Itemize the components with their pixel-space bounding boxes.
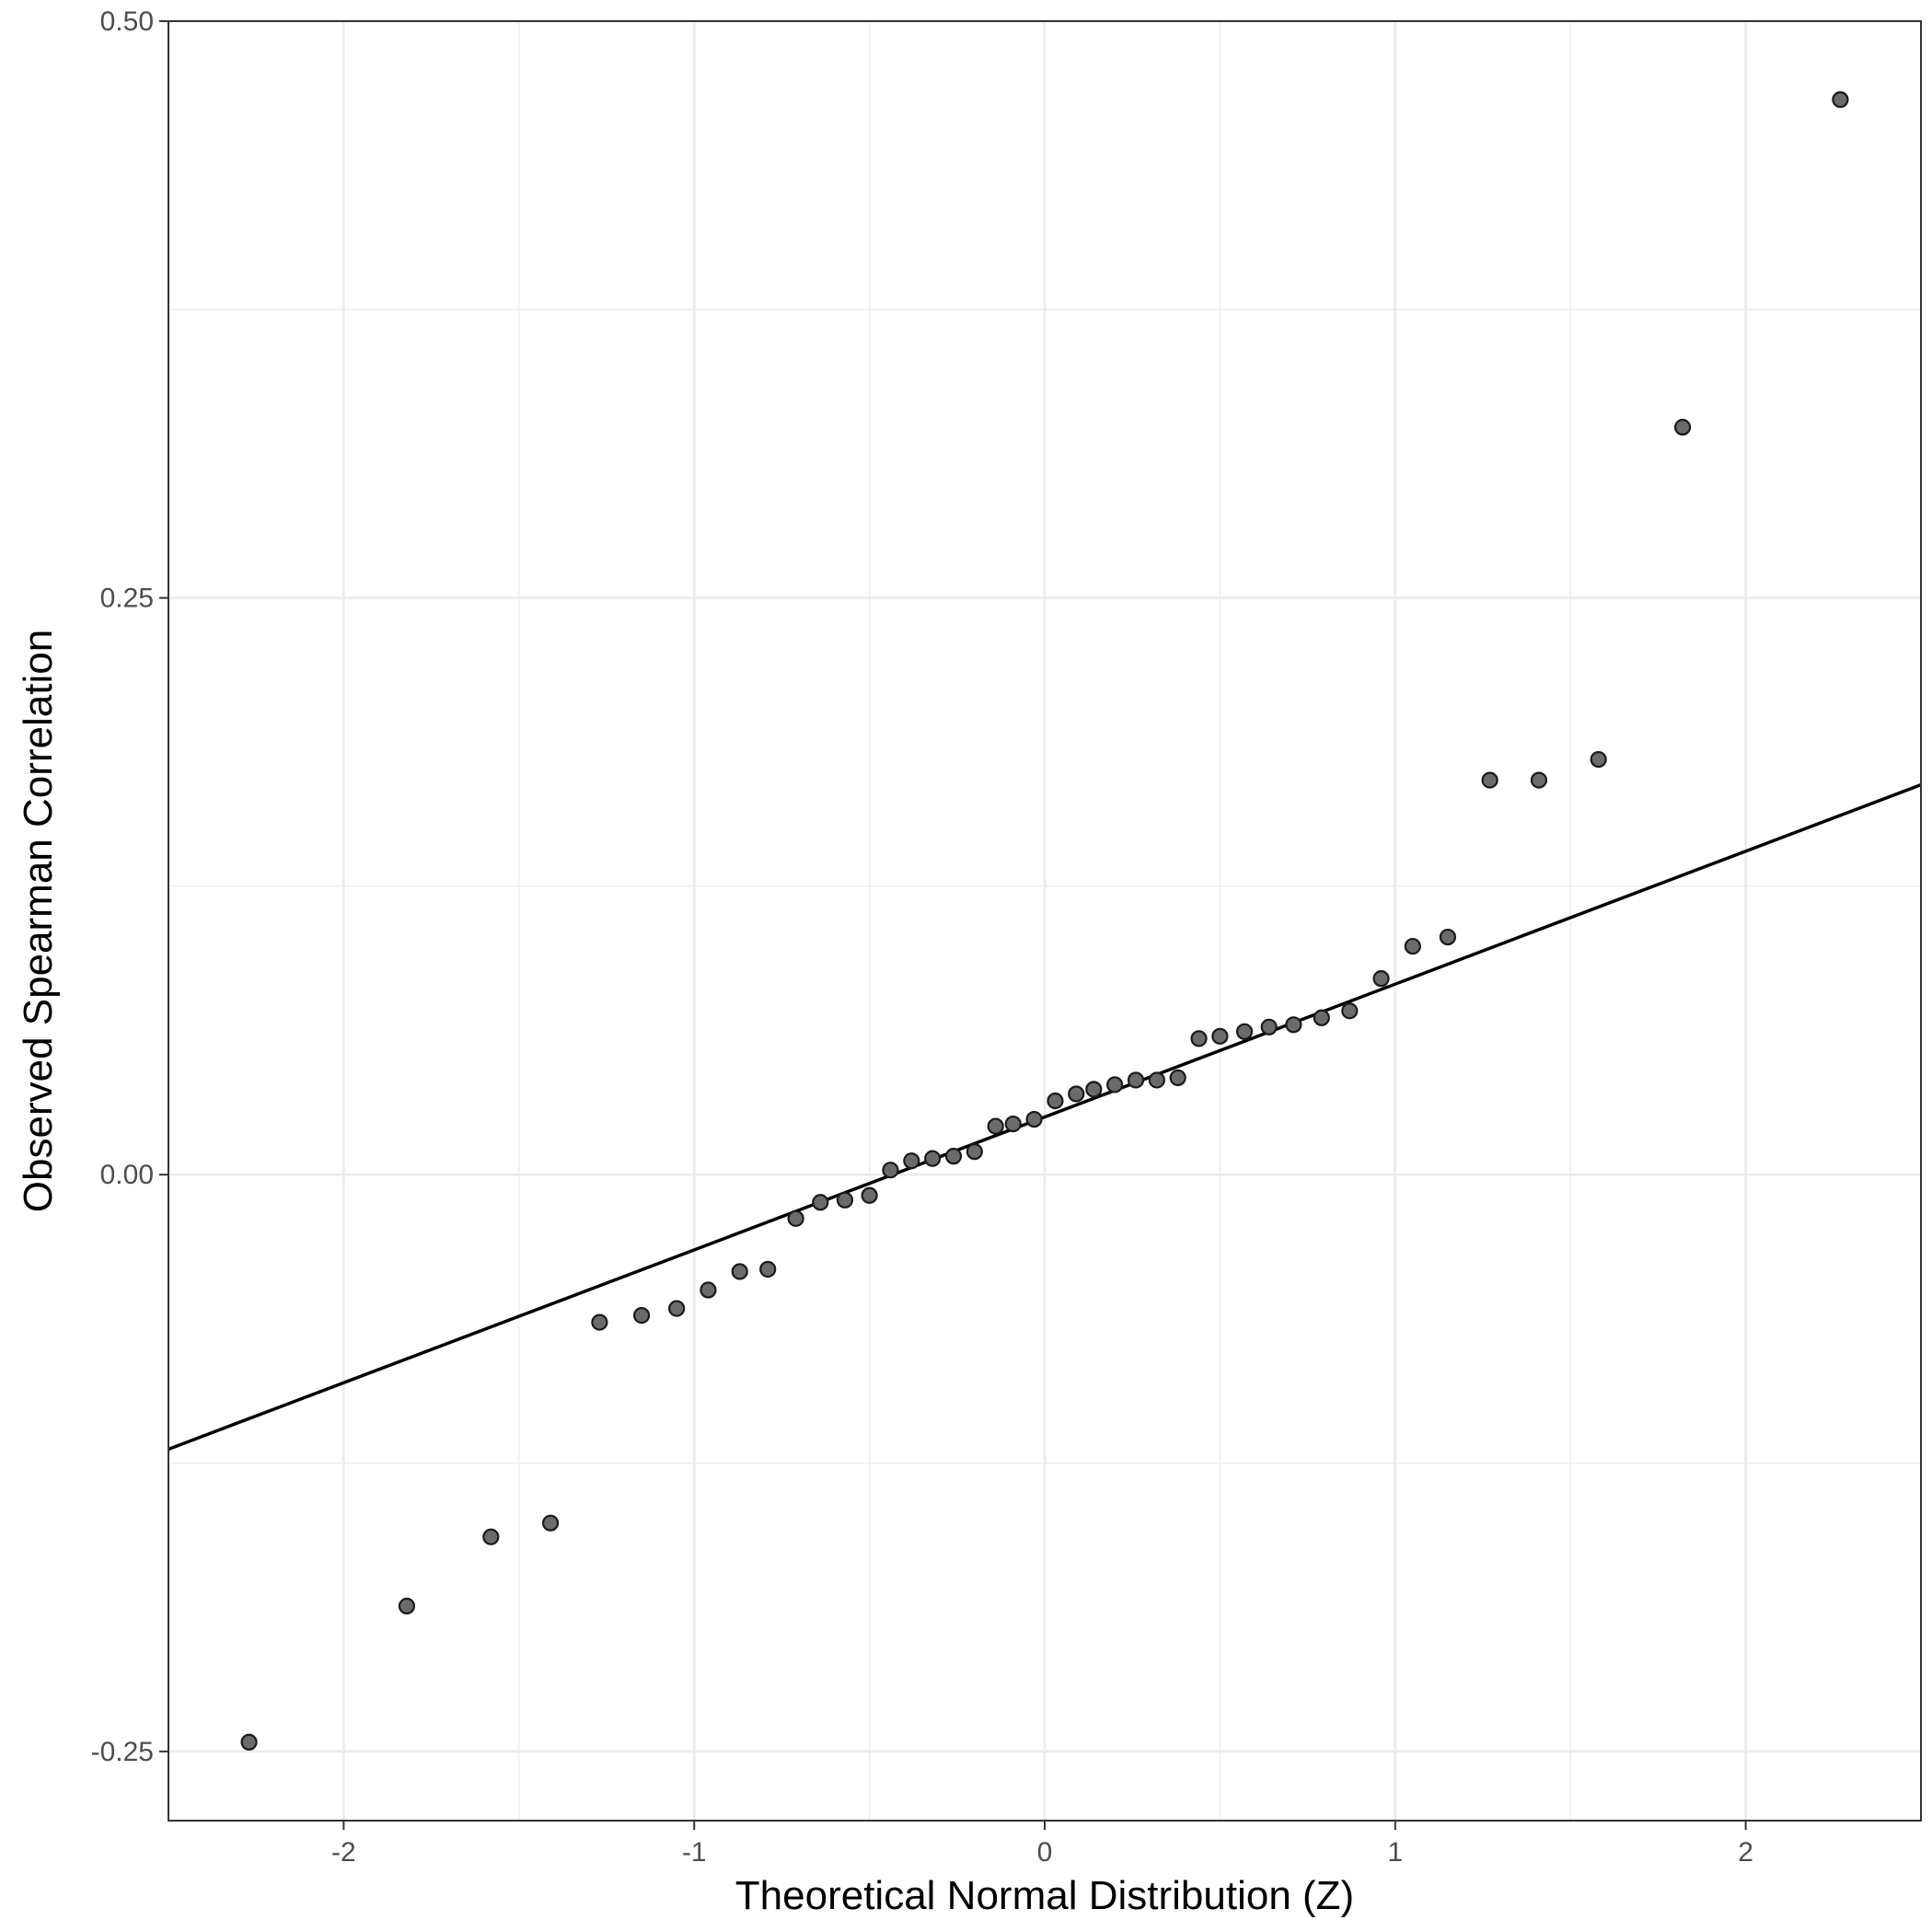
reference-line-layer <box>168 782 1922 1452</box>
data-point <box>700 1281 717 1299</box>
data-point <box>1590 750 1607 769</box>
data-point <box>731 1263 748 1280</box>
data-point <box>787 1209 804 1227</box>
y-axis-tick-label: 0.00 <box>100 1160 154 1190</box>
x-axis-tick-label: 2 <box>1738 1837 1753 1868</box>
data-point <box>240 1733 258 1751</box>
data-point <box>924 1150 942 1167</box>
data-point <box>1341 1002 1359 1020</box>
data-point <box>1832 91 1849 109</box>
grid-layer <box>168 19 1921 1821</box>
data-point <box>398 1597 416 1615</box>
data-point <box>541 1514 560 1532</box>
data-point <box>1148 1071 1165 1089</box>
data-point <box>1285 1016 1302 1034</box>
axis-ticks: -2 -1 0 1 2 -0.25 0.00 0.25 0.50 <box>91 6 1753 1868</box>
data-point <box>1127 1071 1145 1089</box>
data-point <box>1085 1081 1103 1098</box>
data-point <box>903 1152 920 1170</box>
data-point <box>1004 1115 1022 1133</box>
data-point <box>482 1528 500 1545</box>
data-point <box>759 1260 777 1278</box>
data-point <box>1404 937 1421 955</box>
y-axis-title: Observed Spearman Correlation <box>16 630 61 1212</box>
data-point <box>591 1313 608 1331</box>
data-point <box>1190 1030 1208 1047</box>
data-point <box>966 1143 983 1161</box>
data-point <box>632 1306 651 1325</box>
data-point <box>1169 1069 1186 1087</box>
qq-reference-line <box>168 782 1922 1452</box>
data-point <box>1530 771 1548 789</box>
x-axis-tick-label: -2 <box>331 1837 356 1868</box>
data-point <box>987 1117 1004 1135</box>
data-point <box>944 1148 963 1165</box>
data-point <box>1673 419 1692 436</box>
data-point <box>836 1191 854 1209</box>
data-point <box>1047 1092 1064 1110</box>
data-point <box>1313 1009 1330 1026</box>
data-point <box>1372 970 1390 988</box>
data-point <box>1439 928 1457 946</box>
data-point <box>1481 771 1498 789</box>
y-axis-tick-label: -0.25 <box>91 1737 154 1767</box>
data-point-layer <box>240 91 1849 1751</box>
x-axis-title: Theoretical Normal Distribution (Z) <box>735 1873 1354 1918</box>
data-point <box>1211 1027 1229 1045</box>
data-point <box>1260 1018 1278 1035</box>
data-point <box>1235 1023 1254 1040</box>
x-axis-tick-label: 0 <box>1037 1837 1053 1868</box>
data-point <box>1025 1110 1043 1128</box>
data-point <box>1068 1085 1085 1103</box>
data-point <box>812 1194 829 1211</box>
data-point <box>1106 1076 1124 1093</box>
x-axis-tick-label: -1 <box>682 1837 707 1868</box>
x-axis-tick-label: 1 <box>1387 1837 1403 1868</box>
data-point <box>668 1300 686 1317</box>
data-point <box>861 1186 878 1204</box>
y-axis-tick-label: 0.25 <box>100 584 154 614</box>
y-axis-tick-label: 0.50 <box>100 6 154 37</box>
data-point <box>882 1162 899 1179</box>
